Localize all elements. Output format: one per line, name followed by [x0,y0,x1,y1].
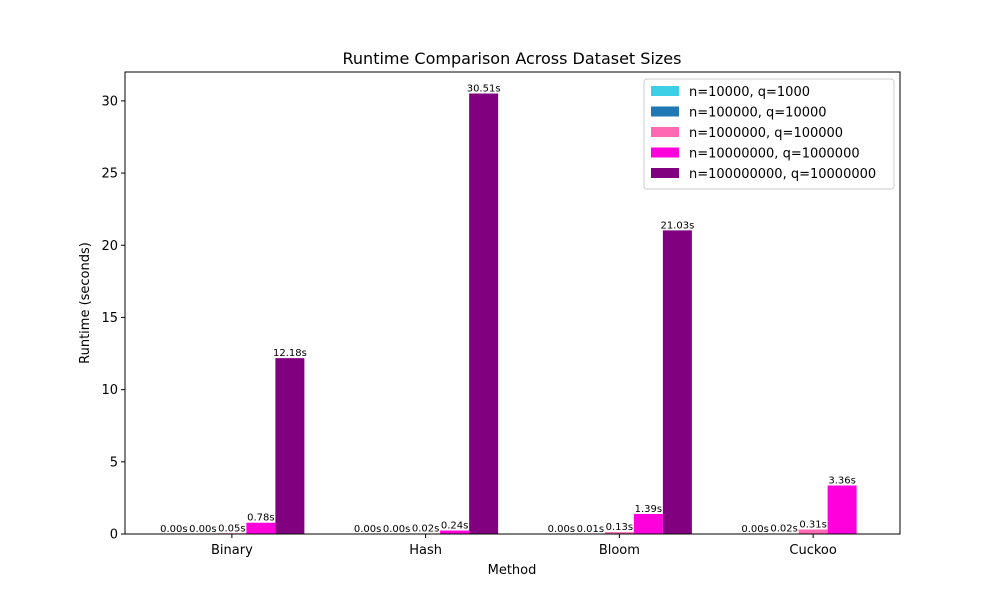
legend-label-series-1: n=100000, q=10000 [689,106,827,121]
y-axis: 0 5 10 15 20 25 30 [101,94,125,543]
bars-group [217,93,857,534]
bar-value-label: 0.00s [354,524,381,535]
y-tick-label: 30 [101,94,118,109]
bar-hash-series-3 [440,530,470,534]
y-tick-label: 15 [101,311,118,326]
bar-bloom-series-2 [604,532,634,534]
y-tick-label: 0 [110,528,118,543]
legend-box [643,78,895,190]
bar-hash-series-4 [469,93,499,534]
bar-value-label: 0.24s [441,521,468,532]
bar-bloom-series-4 [662,230,692,534]
chart-title: Runtime Comparison Across Dataset Sizes [343,49,682,68]
legend-label-series-2: n=1000000, q=100000 [689,126,843,141]
bar-value-label: 21.03s [660,220,694,231]
bar-value-label: 0.00s [741,524,768,535]
legend-swatch-series-4 [651,168,679,178]
bar-value-label: 0.00s [189,524,216,535]
bar-value-label: 0.13s [606,522,633,533]
legend-swatch-series-1 [651,106,679,117]
bar-binary-series-4 [275,358,305,534]
x-axis-title: Method [488,563,537,578]
x-tick-label-cuckoo: Cuckoo [789,543,836,558]
bar-value-label: 0.02s [770,524,797,535]
legend-swatch-series-3 [651,147,679,158]
bar-value-label: 0.78s [247,513,274,524]
x-tick-label-hash: Hash [409,543,442,558]
bar-value-label: 3.36s [828,475,855,486]
bar-value-label: 0.00s [383,524,410,535]
bar-value-label: 0.01s [577,524,604,535]
legend-swatch-series-2 [651,127,679,137]
bar-cuckoo-series-3 [827,485,857,534]
y-tick-label: 25 [101,167,118,182]
bar-value-label: 0.02s [412,524,439,535]
legend-label-series-3: n=10000000, q=1000000 [689,147,860,162]
bar-bloom-series-3 [633,513,663,534]
y-tick-label: 5 [110,455,118,470]
legend-label-series-0: n=10000, q=1000 [689,85,810,100]
x-tick-label-bloom: Bloom [599,543,640,558]
bar-value-label: 12.18s [273,348,307,359]
bar-value-label: 0.31s [799,520,826,531]
x-tick-label-binary: Binary [211,543,253,558]
bar-value-label: 0.00s [160,524,187,535]
legend-label-series-4: n=100000000, q=10000000 [689,167,876,182]
y-tick-label: 10 [101,383,118,398]
plot-frame [124,71,901,535]
bar-value-label: 1.39s [635,504,662,515]
y-axis-title: Runtime (seconds) [78,242,93,364]
x-axis: Binary Hash Bloom Cuckoo [211,534,837,558]
bar-value-label: 0.05s [218,523,245,534]
legend-swatch-series-0 [651,86,679,96]
bar-binary-series-3 [246,522,276,534]
bar-value-label: 30.51s [467,84,501,95]
y-tick-label: 20 [101,239,118,254]
bar-cuckoo-series-2 [798,529,828,534]
legend: n=10000, q=1000 n=100000, q=10000 n=100000… [643,78,895,190]
bar-value-label: 0.00s [548,524,575,535]
